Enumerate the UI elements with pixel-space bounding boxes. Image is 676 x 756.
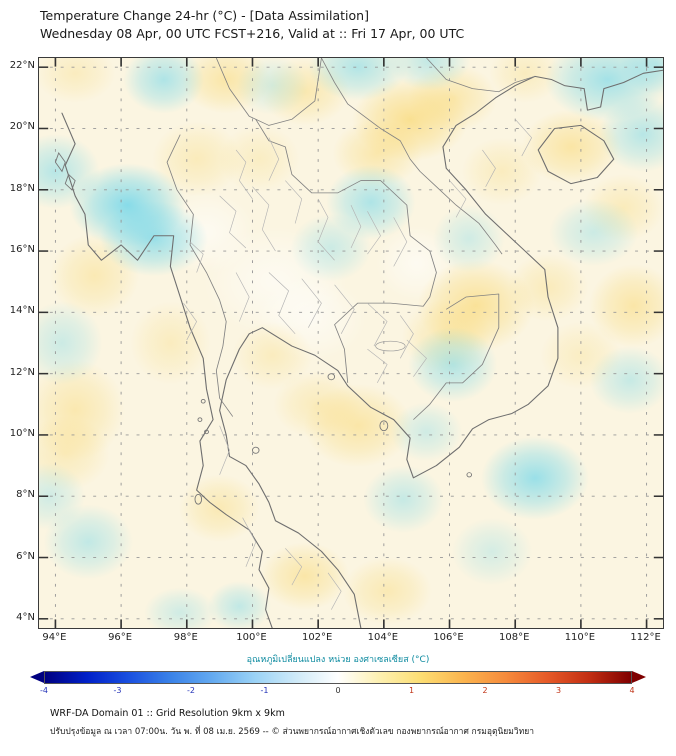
- colorbar-left-arrow-icon: [30, 671, 44, 683]
- coastline: [61, 69, 663, 628]
- tonle-sap-lake: [375, 340, 406, 352]
- colorbar-tick-label: -2: [187, 686, 195, 695]
- x-tick-label: 102°E: [301, 632, 333, 643]
- map-plot-area: [38, 57, 664, 629]
- x-tick-label: 104°E: [367, 632, 399, 643]
- colorbar: อุณหภูมิเปลี่ยนแปลง หน่วย องศาเซลเซียส (…: [30, 652, 646, 696]
- colorbar-tick-labels: -4 -3 -2 -1 0 1 2 3 4: [30, 684, 646, 696]
- x-tick-label: 106°E: [433, 632, 464, 643]
- x-tick-label: 96°E: [108, 632, 133, 643]
- axis-tick-marks: [39, 58, 663, 628]
- colorbar-tick-label: -3: [113, 686, 122, 695]
- y-tick-label: 18°N: [9, 182, 35, 194]
- y-tick-label: 4°N: [16, 611, 35, 623]
- colorbar-label: อุณหภูมิเปลี่ยนแปลง หน่วย องศาเซลเซียส (…: [246, 655, 430, 665]
- map-overlay: [39, 58, 663, 628]
- chart-subtitle: Wednesday 08 Apr, 00 UTC FCST+216, Valid…: [40, 26, 465, 41]
- colorbar-tick-label: 1: [408, 686, 415, 695]
- y-tick-label: 8°N: [16, 489, 35, 501]
- temperature-anomaly-field: [39, 58, 663, 628]
- y-tick-label: 22°N: [9, 60, 35, 72]
- y-tick-label: 20°N: [9, 121, 35, 133]
- x-tick-label: 100°E: [236, 632, 267, 643]
- gridlines: [39, 58, 663, 628]
- colorbar-tick-label: -1: [260, 686, 269, 695]
- colorbar-bar: [30, 670, 646, 684]
- x-tick-label: 110°E: [564, 632, 596, 643]
- colorbar-tick-label: 2: [482, 686, 488, 695]
- islands: [54, 152, 472, 505]
- colorbar-tick-label: -4: [40, 686, 48, 695]
- province-boundaries: [183, 119, 532, 610]
- x-tick-label: 112°E: [630, 632, 661, 643]
- country-borders: [166, 58, 536, 420]
- x-tick-label: 94°E: [42, 632, 67, 643]
- colorbar-gradient: [44, 670, 632, 684]
- x-tick-label: 108°E: [499, 632, 530, 643]
- colorbar-right-arrow-icon: [632, 671, 646, 683]
- colorbar-tick-label: 0: [335, 686, 341, 695]
- x-tick-label: 98°E: [173, 632, 198, 643]
- y-tick-label: 14°N: [9, 305, 35, 317]
- colorbar-tick-label: 3: [555, 686, 562, 695]
- y-tick-label: 12°N: [9, 366, 35, 378]
- y-tick-label: 6°N: [16, 550, 35, 562]
- y-tick-label: 16°N: [9, 244, 35, 256]
- chart-title: Temperature Change 24-hr (°C) - [Data As…: [40, 8, 369, 23]
- y-tick-label: 10°N: [9, 427, 35, 439]
- footer-domain-info: WRF-DA Domain 01 :: Grid Resolution 9km …: [50, 708, 285, 719]
- colorbar-tick-label: 4: [629, 686, 635, 695]
- footer-thai-credit: ปรับปรุงข้อมูล ณ เวลา 07:00น. วัน พ. ที่…: [50, 727, 535, 737]
